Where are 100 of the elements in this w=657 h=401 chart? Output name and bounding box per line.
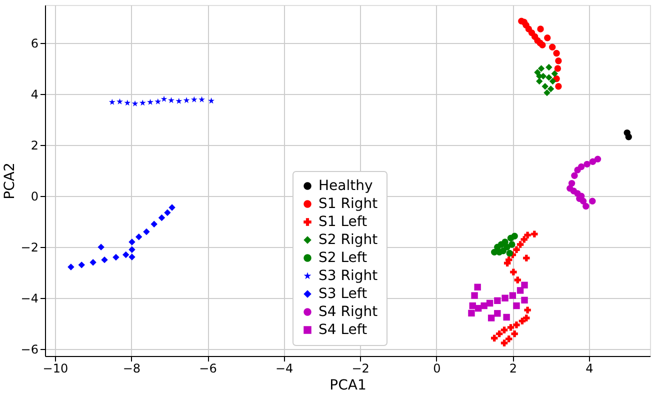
point xyxy=(516,241,524,248)
legend-label: S3 Right xyxy=(318,268,378,284)
point xyxy=(551,70,558,77)
y-tick-label: 6 xyxy=(30,36,38,51)
point xyxy=(589,198,596,205)
point xyxy=(521,296,528,304)
y-axis-title: PCA2 xyxy=(2,162,18,200)
point xyxy=(474,284,481,290)
point xyxy=(480,302,488,310)
y-tick-label: −6 xyxy=(20,342,38,357)
point xyxy=(168,97,174,104)
point xyxy=(544,34,551,42)
point xyxy=(513,322,520,328)
legend-label: S1 Right xyxy=(318,196,378,212)
point xyxy=(101,256,108,264)
point xyxy=(128,254,136,260)
point xyxy=(158,214,166,222)
point xyxy=(486,300,494,307)
point xyxy=(504,244,510,250)
point xyxy=(208,98,215,104)
point xyxy=(190,96,198,102)
point xyxy=(523,254,530,262)
point xyxy=(154,98,162,104)
point xyxy=(584,160,590,168)
y-tick-label: 4 xyxy=(30,88,38,102)
x-tick-label: −2 xyxy=(352,362,370,376)
point xyxy=(503,314,510,321)
point xyxy=(520,236,528,243)
point xyxy=(112,254,120,261)
point xyxy=(183,97,190,104)
point xyxy=(494,310,501,317)
point xyxy=(510,268,517,276)
point xyxy=(116,98,123,104)
legend-label: S4 Right xyxy=(318,304,378,320)
point xyxy=(147,98,154,105)
point xyxy=(124,100,131,106)
point xyxy=(537,26,544,32)
y-tick-label: 2 xyxy=(30,138,38,153)
point xyxy=(546,64,552,71)
point xyxy=(524,232,531,238)
legend-label: S2 Right xyxy=(318,232,378,248)
point xyxy=(139,100,146,106)
legend-label: Healthy xyxy=(318,178,373,194)
point xyxy=(135,234,142,240)
y-tick-label: 0 xyxy=(30,190,38,204)
point xyxy=(625,134,632,140)
point xyxy=(516,287,524,294)
legend-label: S4 Left xyxy=(318,322,368,338)
point xyxy=(128,238,136,246)
point xyxy=(108,98,116,105)
point xyxy=(546,74,552,81)
point xyxy=(539,42,546,48)
point xyxy=(68,264,74,270)
point xyxy=(164,209,171,216)
legend-label: S2 Left xyxy=(318,250,368,266)
point xyxy=(507,324,514,331)
point xyxy=(513,246,520,253)
point xyxy=(90,259,96,266)
point xyxy=(547,86,554,92)
point xyxy=(523,314,530,322)
point xyxy=(574,166,581,174)
x-tick-label: 0 xyxy=(433,362,441,376)
point xyxy=(122,251,130,258)
point xyxy=(143,228,150,236)
point xyxy=(506,250,513,257)
x-tick-label: 2 xyxy=(509,362,517,376)
x-tick-label: −8 xyxy=(122,362,141,376)
point xyxy=(496,330,503,338)
x-tick-label: −6 xyxy=(199,362,217,376)
point xyxy=(176,98,182,104)
y-tick-label: −2 xyxy=(20,240,38,255)
point xyxy=(521,282,528,288)
point xyxy=(531,230,538,238)
point xyxy=(589,158,596,165)
y-tick-label: −4 xyxy=(20,292,38,306)
point xyxy=(502,294,508,302)
x-axis-title: PCA1 xyxy=(330,378,366,394)
point xyxy=(198,96,205,102)
point xyxy=(496,248,503,256)
point xyxy=(500,340,508,346)
point xyxy=(488,314,495,322)
point xyxy=(168,204,176,211)
point xyxy=(524,306,531,314)
point xyxy=(132,100,138,106)
point xyxy=(549,78,556,85)
point xyxy=(471,292,478,299)
point xyxy=(555,83,562,90)
point xyxy=(491,334,498,342)
point xyxy=(160,96,168,102)
x-tick-label: −4 xyxy=(275,362,294,376)
x-tick-label: 4 xyxy=(586,362,594,376)
point xyxy=(548,44,556,50)
point xyxy=(509,292,516,299)
point xyxy=(518,318,526,324)
legend-label: S1 Left xyxy=(318,214,368,230)
x-tick-label: −10 xyxy=(42,362,68,376)
point xyxy=(594,156,602,162)
point xyxy=(553,50,560,57)
point xyxy=(571,172,578,179)
point xyxy=(538,65,545,72)
